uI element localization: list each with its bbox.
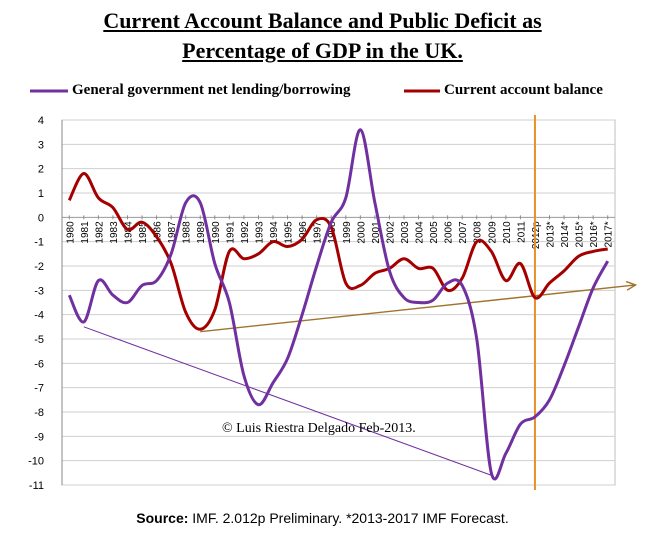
- x-tick-label: 1987: [167, 221, 178, 244]
- trend-arrow-head: [625, 280, 638, 291]
- x-tick-label: 1985: [138, 221, 149, 244]
- x-tick-label: 1980: [65, 221, 76, 244]
- y-tick-label: -7: [34, 383, 44, 395]
- x-tick-label: 1989: [196, 221, 207, 244]
- x-tick-label: 1988: [182, 221, 193, 244]
- x-tick-label: 2016*: [589, 221, 600, 247]
- y-tick-label: -3: [34, 285, 44, 297]
- x-tick-label: 1981: [80, 221, 91, 244]
- chart-title-line2: Percentage of GDP in the UK.: [182, 38, 463, 63]
- x-tick-label: 2010: [502, 221, 513, 244]
- x-tick-label: 1990: [211, 221, 222, 244]
- legend-label-deficit: General government net lending/borrowing: [72, 82, 351, 98]
- x-axis-labels: 1980 1981 1982 1983 1984 1985 1986 1987 1988 1989…: [65, 215, 615, 249]
- trend-line-deficit: [83, 326, 492, 476]
- series-line-current-account: [67, 172, 608, 331]
- y-tick-label: -10: [28, 456, 44, 468]
- x-tick-label: 2006: [444, 221, 455, 244]
- x-tick-label: 2003: [400, 221, 411, 244]
- source-text: IMF. 2.012p Preliminary. *2013-2017 IMF …: [188, 510, 509, 526]
- y-axis: 4 3 2 1 0 -1 -2 -3 -4 -5 -6 -7 -8 -9 -10 -11: [28, 115, 63, 492]
- x-tick-label: 1996: [298, 221, 309, 244]
- x-tick-label: 2012p: [531, 221, 542, 249]
- y-tick-label: -9: [34, 431, 44, 443]
- y-tick-label: -4: [34, 310, 44, 322]
- x-tick-label: 2005: [429, 221, 440, 244]
- grid: [61, 119, 616, 486]
- x-tick-label: 1986: [153, 221, 164, 244]
- y-tick-label: 0: [38, 212, 44, 224]
- annotations: [83, 115, 638, 490]
- y-tick-label: -8: [34, 407, 44, 419]
- x-tick-label: 1994: [269, 221, 280, 244]
- source-label: Source:: [136, 510, 189, 526]
- source-note: Source: IMF. 2.012p Preliminary. *2013-2…: [0, 510, 645, 526]
- trend-arrow-current-account: [200, 284, 636, 333]
- x-tick-label: 1982: [94, 221, 105, 244]
- y-tick-label: 4: [38, 115, 44, 127]
- y-tick-label: 3: [38, 139, 44, 151]
- x-tick-label: 1991: [225, 221, 236, 244]
- legend-label-current-account: Current account balance: [444, 82, 603, 98]
- x-tick-label: 1984: [123, 221, 134, 244]
- x-tick-label: 2002: [385, 221, 396, 244]
- x-tick-label: 2000: [356, 221, 367, 244]
- series-lines: [67, 128, 610, 481]
- x-tick-label: 1992: [240, 221, 251, 244]
- x-tick-label: 1983: [109, 221, 120, 244]
- y-tick-label: -11: [29, 480, 44, 492]
- y-tick-label: 2: [38, 164, 44, 176]
- y-tick-label: -2: [34, 261, 44, 273]
- x-tick-label: 1993: [254, 221, 265, 244]
- y-tick-label: -1: [34, 237, 44, 249]
- x-tick-label: 2001: [371, 221, 382, 244]
- x-tick-label: 2014*: [560, 221, 571, 247]
- y-tick-label: 1: [38, 188, 44, 200]
- x-tick-label: 1999: [342, 221, 353, 244]
- x-tick-label: 2015*: [575, 221, 586, 247]
- y-tick-label: -6: [34, 358, 44, 370]
- x-tick-label: 2007: [458, 221, 469, 244]
- x-tick-label: 1995: [284, 221, 295, 244]
- chart-title-line1: Current Account Balance and Public Defic…: [103, 8, 542, 33]
- series-line-deficit: [67, 128, 610, 481]
- x-tick-label: 2008: [473, 221, 484, 244]
- x-tick-label: 2017*: [604, 221, 615, 247]
- x-tick-label: 2013*: [546, 221, 557, 247]
- x-tick-label: 1997: [313, 221, 324, 244]
- y-tick-label: -5: [34, 334, 44, 346]
- x-tick-label: 2004: [415, 221, 426, 244]
- copyright-note: © Luis Riestra Delgado Feb-2013.: [222, 421, 416, 436]
- x-tick-label: 2011: [516, 221, 527, 243]
- x-tick-label: 2009: [487, 221, 498, 244]
